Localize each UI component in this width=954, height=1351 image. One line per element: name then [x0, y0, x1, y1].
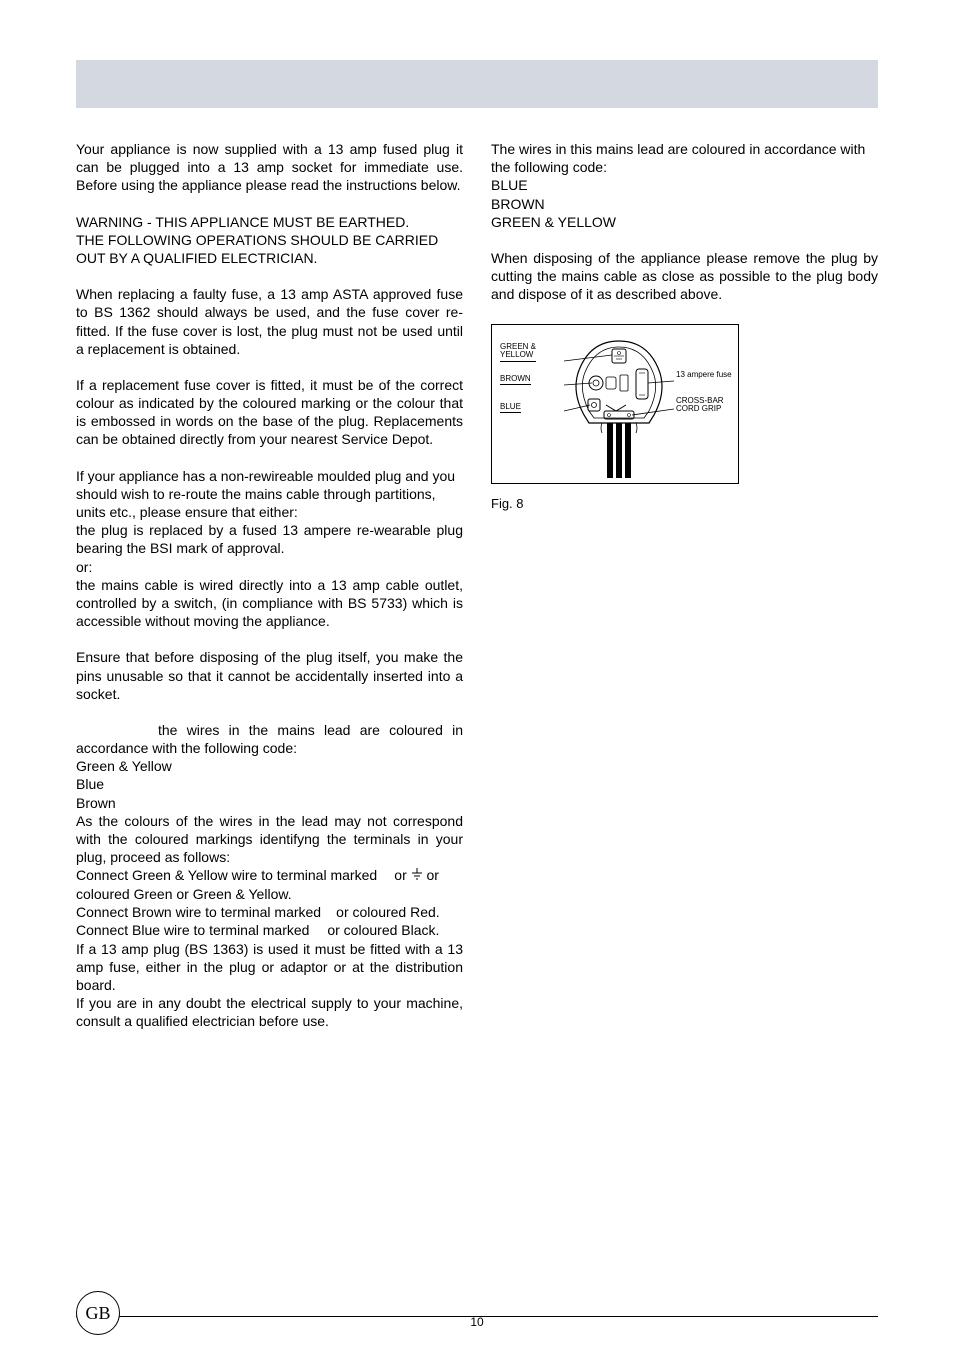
- label-cord-grip: CROSS-BAR CORD GRIP: [676, 397, 724, 415]
- earth-icon: [411, 868, 423, 885]
- connect-blue: Connect Blue wire to terminal marked N o…: [76, 921, 463, 939]
- warning-line-1: WARNING - THIS APPLIANCE MUST BE EARTHED…: [76, 213, 463, 231]
- label-green-yellow-text: GREEN & YELLOW: [500, 343, 536, 363]
- moulded-plug-paragraph: If your appliance has a non-rewireable m…: [76, 467, 463, 522]
- plug-illustration: [564, 333, 674, 478]
- code-brown: BROWN: [491, 195, 878, 213]
- doubt-paragraph: If you are in any doubt the electrical s…: [76, 994, 463, 1030]
- option-or: or:: [76, 558, 463, 576]
- connect-gy-or: or: [394, 867, 406, 883]
- intro-paragraph: Your appliance is now supplied with a 13…: [76, 140, 463, 195]
- code-green-yellow: GREEN & YELLOW: [491, 213, 878, 231]
- fuse-paragraph: When replacing a faulty fuse, a 13 amp A…: [76, 285, 463, 358]
- colour-code-intro: The wires in this mains lead are coloure…: [491, 140, 878, 176]
- warning-line-2: THE FOLLOWING OPERATIONS SHOULD BE CARRI…: [76, 231, 463, 267]
- fuse-cover-paragraph: If a replacement fuse cover is fitted, i…: [76, 376, 463, 449]
- dispose-appliance-paragraph: When disposing of the appliance please r…: [491, 249, 878, 304]
- connect-blue-text-2: or coloured Black.: [327, 922, 439, 938]
- wire-blue: Blue: [76, 775, 463, 793]
- dispose-plug-paragraph: Ensure that before disposing of the plug…: [76, 648, 463, 703]
- gb-circle-text: GB: [76, 1291, 120, 1335]
- connect-blue-text-1: Connect Blue wire to terminal marked: [76, 922, 309, 938]
- label-brown: BROWN: [500, 375, 531, 386]
- right-column: The wires in this mains lead are coloure…: [491, 140, 878, 1031]
- code-blue: BLUE: [491, 176, 878, 194]
- colour-mismatch-paragraph: As the colours of the wires in the lead …: [76, 812, 463, 867]
- option-a: the plug is replaced by a fused 13 amper…: [76, 521, 463, 557]
- content-area: Your appliance is now supplied with a 13…: [76, 140, 878, 1031]
- wire-green-yellow: Green & Yellow: [76, 757, 463, 775]
- connect-brown-text-2: or coloured Red.: [336, 904, 440, 920]
- connect-gy-text-1: Connect Green & Yellow wire to terminal …: [76, 867, 377, 883]
- connect-brown-text-1: Connect Brown wire to terminal marked: [76, 904, 321, 920]
- label-blue: BLUE: [500, 403, 521, 414]
- wire-brown: Brown: [76, 794, 463, 812]
- page-number: 10: [0, 1315, 954, 1329]
- wire-code-intro: the wires in the mains lead are coloured…: [76, 721, 463, 757]
- option-b: the mains cable is wired directly into a…: [76, 576, 463, 631]
- connect-brown: Connect Brown wire to terminal marked L …: [76, 903, 463, 921]
- left-column: Your appliance is now supplied with a 13…: [76, 140, 463, 1031]
- plug-diagram: GREEN & YELLOW BROWN BLUE 13 ampere fuse…: [491, 324, 739, 484]
- header-band: [76, 60, 878, 108]
- label-brown-text: BROWN: [500, 375, 531, 386]
- gb-badge: GB: [76, 1291, 120, 1335]
- plug-fuse-paragraph: If a 13 amp plug (BS 1363) is used it mu…: [76, 940, 463, 995]
- label-blue-text: BLUE: [500, 403, 521, 414]
- connect-green-yellow: Connect Green & Yellow wire to terminal …: [76, 866, 463, 903]
- figure-caption: Fig. 8: [491, 496, 878, 513]
- label-fuse: 13 ampere fuse: [676, 371, 732, 380]
- label-green-yellow: GREEN & YELLOW: [500, 343, 536, 363]
